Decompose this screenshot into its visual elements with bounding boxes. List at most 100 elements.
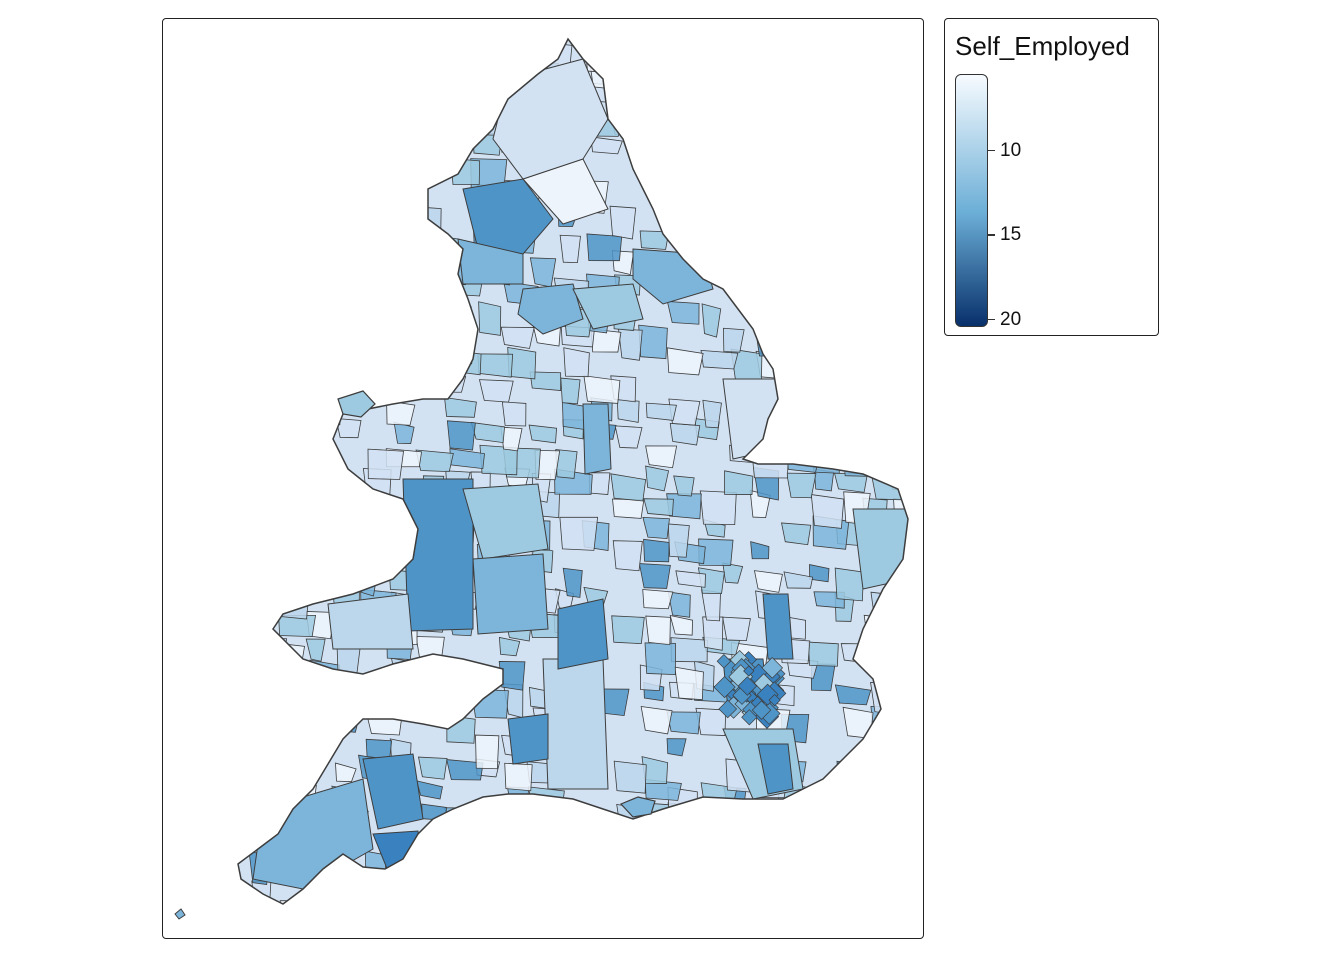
region	[362, 753, 424, 830]
region	[638, 324, 668, 360]
region	[890, 325, 908, 347]
region	[815, 327, 845, 361]
region	[674, 666, 704, 701]
region	[843, 423, 878, 451]
region	[447, 689, 474, 711]
region	[890, 402, 908, 436]
region	[893, 785, 908, 806]
region	[614, 425, 643, 449]
region	[643, 498, 674, 517]
region	[768, 693, 781, 707]
region	[839, 321, 867, 348]
region	[473, 40, 495, 59]
region	[812, 398, 846, 425]
region	[617, 879, 643, 904]
region	[811, 85, 836, 116]
region	[675, 570, 706, 588]
region	[694, 873, 718, 896]
region	[698, 113, 736, 141]
region	[615, 828, 643, 864]
region	[834, 155, 873, 178]
region	[444, 397, 477, 418]
region	[645, 615, 671, 646]
region	[779, 351, 815, 380]
region	[357, 137, 381, 157]
choropleth-map	[174, 37, 909, 933]
region	[897, 307, 908, 331]
region	[870, 252, 900, 286]
region	[310, 423, 333, 451]
region	[517, 283, 584, 335]
region	[695, 39, 731, 71]
region	[674, 39, 708, 65]
region	[699, 227, 724, 245]
region	[843, 877, 879, 904]
region	[278, 614, 317, 638]
region	[840, 804, 862, 831]
region	[805, 878, 844, 900]
region	[560, 826, 588, 850]
region	[869, 852, 908, 888]
region	[866, 907, 887, 933]
region	[529, 371, 562, 392]
legend: Self_Employed 10 15 20	[944, 18, 1159, 336]
region	[751, 133, 780, 155]
region	[841, 373, 879, 399]
region	[722, 378, 779, 460]
region	[863, 233, 898, 253]
region	[870, 681, 897, 716]
region	[841, 205, 877, 240]
region	[367, 495, 388, 516]
region	[501, 401, 527, 427]
region	[472, 826, 502, 853]
region	[863, 879, 898, 900]
region	[238, 257, 248, 286]
region	[416, 780, 443, 800]
region	[729, 804, 755, 839]
region	[449, 350, 482, 376]
region	[870, 591, 900, 625]
region	[335, 709, 360, 733]
region	[365, 228, 395, 257]
region	[725, 130, 764, 163]
region	[834, 684, 872, 706]
region	[477, 353, 514, 378]
region	[443, 305, 472, 332]
region	[869, 373, 899, 406]
region	[277, 708, 298, 731]
region	[777, 39, 800, 60]
region	[500, 326, 535, 349]
region	[723, 250, 748, 285]
region	[253, 450, 282, 482]
region	[418, 39, 442, 69]
region	[238, 780, 251, 801]
region	[282, 115, 307, 138]
region	[757, 743, 794, 795]
region	[246, 179, 276, 198]
region	[700, 255, 736, 281]
region	[807, 641, 839, 667]
region	[389, 875, 426, 904]
region	[415, 636, 445, 671]
region	[422, 255, 452, 286]
region	[892, 804, 908, 826]
region	[755, 154, 787, 184]
region	[252, 328, 283, 360]
region	[274, 447, 310, 469]
region	[335, 881, 371, 904]
region	[581, 856, 610, 881]
region	[666, 738, 687, 757]
region	[866, 759, 898, 793]
region	[402, 478, 474, 632]
region	[612, 498, 645, 519]
region	[248, 617, 271, 644]
region	[335, 105, 370, 136]
region	[478, 379, 514, 403]
region	[358, 274, 383, 297]
region	[333, 302, 367, 333]
region	[805, 831, 844, 860]
region	[638, 563, 671, 589]
region	[702, 616, 724, 651]
region	[701, 303, 722, 338]
region	[723, 327, 745, 353]
